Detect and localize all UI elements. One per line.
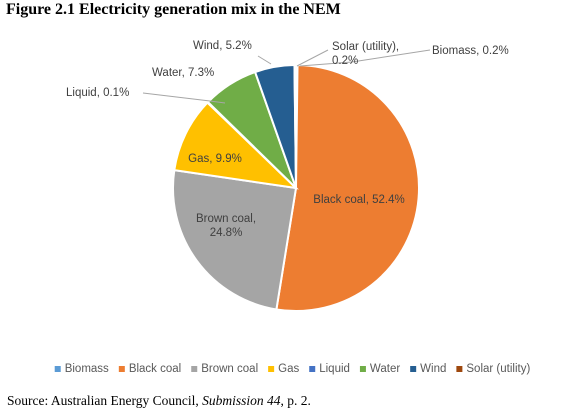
legend-label-water: Water	[370, 363, 400, 375]
pie-slice-brown-coal	[172, 168, 298, 311]
legend: Biomass Black coal Brown coal Gas Liquid Wate…	[54, 363, 530, 375]
legend-label-gas: Gas	[278, 363, 299, 375]
legend-label-brown-coal: Brown coal	[201, 363, 258, 375]
source-note: Source: Australian Energy Council, Submi…	[7, 393, 311, 409]
data-label-solar-utility: Solar (utility), 0.2%	[332, 41, 399, 67]
pie-slice-gas	[173, 101, 299, 190]
data-label-black-coal: Black coal, 52.4%	[313, 194, 404, 206]
data-label-brown-coal: Brown coal, 24.8%	[196, 213, 256, 239]
source-submission: Submission 44	[202, 393, 281, 408]
data-label-water: Water, 7.3%	[152, 67, 214, 79]
legend-label-liquid: Liquid	[319, 363, 350, 375]
legend-label-wind: Wind	[420, 363, 446, 375]
data-label-liquid: Liquid, 0.1%	[66, 87, 129, 99]
source-prefix: Source: Australian Energy Council,	[7, 393, 203, 408]
pie-chart: Biomass, 0.2% Black coal, 52.4% Brown coal…	[54, 40, 530, 375]
data-label-wind: Wind, 5.2%	[193, 40, 252, 52]
source-suffix: , p. 2.	[280, 393, 311, 408]
leader-line-wind	[257, 55, 272, 65]
pie-slice-solar-utility	[293, 63, 297, 189]
data-labels: Biomass, 0.2% Black coal, 52.4% Brown coal…	[66, 40, 509, 239]
legend-label-solar-utility: Solar (utility)	[466, 363, 530, 375]
legend-swatch-wind	[410, 366, 417, 372]
legend-swatch-brown-coal	[191, 366, 198, 372]
leader-line-solar-utility	[296, 49, 329, 67]
leader-line-biomass	[299, 49, 431, 67]
legend-label-biomass: Biomass	[65, 363, 109, 375]
leader-line-liquid	[142, 92, 226, 104]
legend-label-black-coal: Black coal	[129, 363, 181, 375]
legend-swatch-biomass	[54, 366, 61, 372]
leader-lines	[142, 49, 431, 104]
pie-slices	[172, 63, 420, 312]
legend-swatch-water	[359, 366, 366, 372]
legend-swatch-black-coal	[118, 366, 125, 372]
pie-slice-black-coal	[275, 63, 420, 312]
figure-title: Figure 2.1 Electricity generation mix in…	[6, 1, 341, 18]
legend-swatch-liquid	[309, 366, 316, 372]
data-label-biomass: Biomass, 0.2%	[432, 45, 509, 57]
legend-swatch-gas	[268, 366, 275, 372]
data-label-gas: Gas, 9.9%	[188, 153, 242, 165]
legend-swatch-solar-utility	[456, 366, 463, 372]
